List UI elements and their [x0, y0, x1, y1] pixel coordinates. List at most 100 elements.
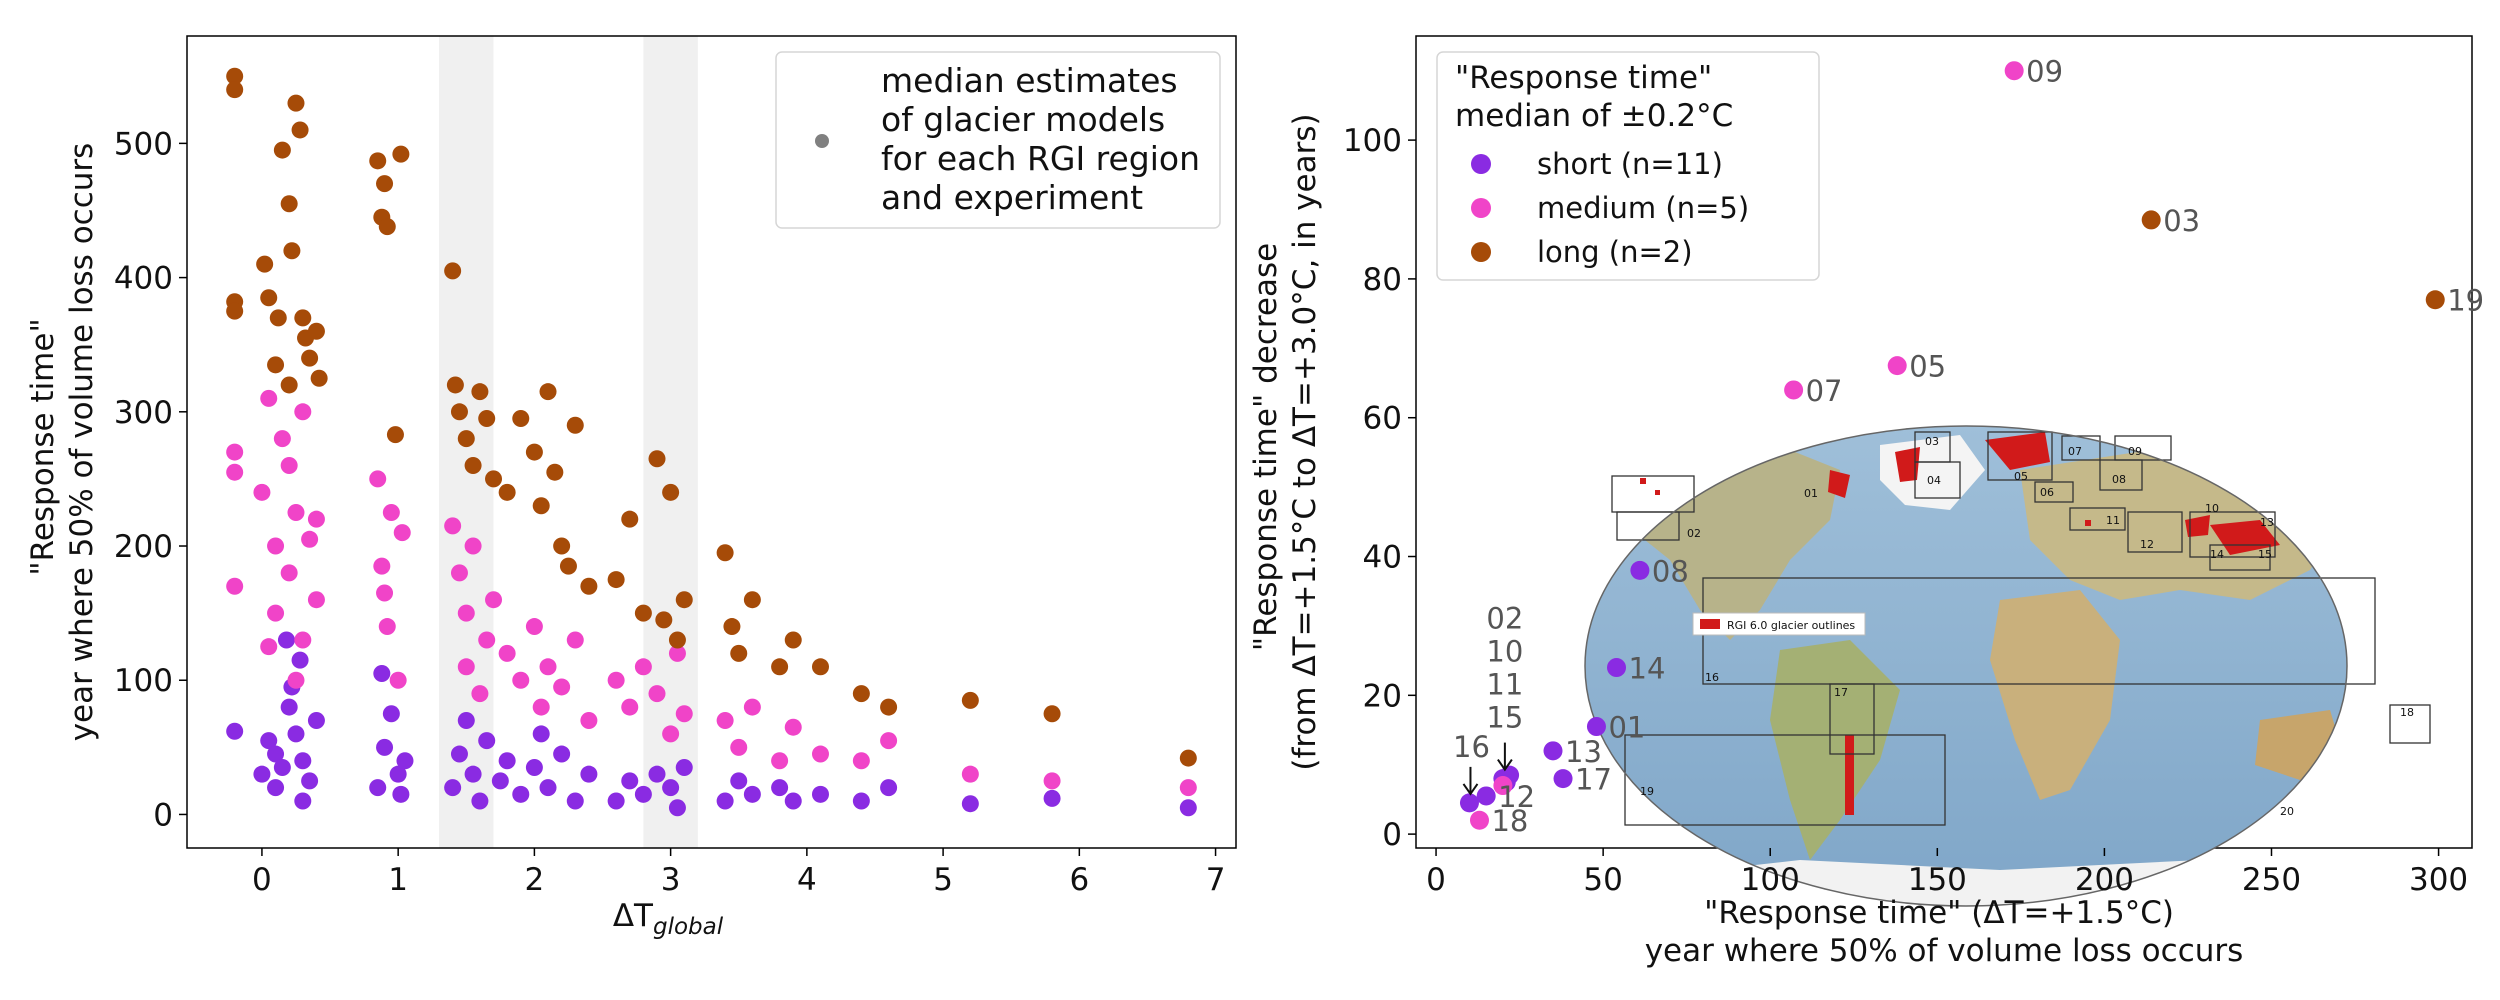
map-legend: RGI 6.0 glacier outlines: [1692, 612, 1866, 636]
inset-world-map: 01 02 03 04 05 06 07 08 09 10 11 12 13 1…: [1584, 425, 2431, 907]
svg-text:02: 02: [1687, 527, 1701, 540]
left-point-long: [730, 644, 748, 662]
left-legend: median estimates of glacier models for e…: [775, 51, 1221, 229]
right-ytick-label: 40: [1363, 540, 1402, 576]
left-point-long: [607, 571, 625, 589]
left-point-short: [852, 792, 870, 810]
region-label-17: 17: [1575, 763, 1612, 797]
svg-text:06: 06: [2040, 486, 2054, 499]
left-point-medium: [648, 685, 666, 703]
left-point-medium: [811, 745, 829, 763]
left-point-long: [553, 537, 571, 555]
left-point-medium: [784, 718, 802, 736]
left-point-short: [961, 795, 979, 813]
left-point-medium: [580, 711, 598, 729]
left-point-short: [716, 792, 734, 810]
left-xtick-label: 7: [1206, 862, 1226, 898]
left-point-medium: [512, 671, 530, 689]
left-xtick-label: 5: [933, 862, 953, 898]
left-point-short: [621, 772, 639, 790]
stacked-label-10: 10: [1486, 635, 1523, 669]
left-point-long: [307, 322, 325, 340]
left-point-long: [655, 611, 673, 629]
left-point-medium: [393, 524, 411, 542]
left-point-long: [546, 463, 564, 481]
right-legend: "Response time" median of ±0.2°C short (…: [1436, 51, 1820, 281]
left-ytick-label: 500: [114, 126, 173, 162]
left-point-short: [382, 705, 400, 723]
left-point-medium: [273, 430, 291, 448]
region-point-07: [1784, 380, 1804, 400]
left-point-long: [283, 242, 301, 260]
left-point-long: [378, 218, 396, 236]
left-point-short: [291, 651, 309, 669]
left-x-axis-label: ΔTglobal: [613, 898, 724, 940]
left-point-medium: [1043, 772, 1061, 790]
left-point-long: [961, 691, 979, 709]
left-point-medium: [260, 638, 278, 656]
left-point-medium: [471, 685, 489, 703]
left-point-long: [634, 604, 652, 622]
left-point-short: [392, 785, 410, 803]
left-point-short: [539, 779, 557, 797]
left-point-short: [730, 772, 748, 790]
left-point-medium: [373, 557, 391, 575]
svg-text:07: 07: [2068, 445, 2082, 458]
left-point-long: [771, 658, 789, 676]
left-point-medium: [464, 537, 482, 555]
svg-text:18: 18: [2400, 706, 2414, 719]
left-point-short: [273, 758, 291, 776]
right-xtick-label: 150: [1908, 862, 1967, 898]
left-point-short: [553, 745, 571, 763]
left-point-long: [226, 81, 244, 99]
svg-text:14: 14: [2210, 548, 2224, 561]
left-legend-text: median estimates of glacier models for e…: [881, 61, 1211, 217]
left-x-ticks: 0 1 2 3 4 5 6 7: [252, 848, 1225, 898]
region-point-13: [1543, 741, 1563, 761]
svg-text:01: 01: [1804, 487, 1818, 500]
left-ytick-label: 100: [114, 663, 173, 699]
left-data-points: [226, 67, 1197, 817]
left-xtick-label: 2: [525, 862, 545, 898]
left-point-long: [566, 416, 584, 434]
map-legend-text: RGI 6.0 glacier outlines: [1727, 619, 1855, 632]
region-label-13: 13: [1565, 735, 1602, 769]
svg-text:04: 04: [1927, 474, 1941, 487]
region-point-19: [2425, 290, 2445, 310]
left-point-medium: [287, 503, 305, 521]
left-point-medium: [634, 658, 652, 676]
left-point-long: [478, 410, 496, 428]
left-point-short: [226, 722, 244, 740]
legend-marker-short: [1471, 154, 1491, 174]
svg-text:19: 19: [1640, 785, 1654, 798]
left-xtick-label: 1: [388, 862, 408, 898]
left-point-short: [471, 792, 489, 810]
left-point-long: [444, 262, 462, 280]
left-point-medium: [369, 470, 387, 488]
left-point-medium: [478, 631, 496, 649]
region-label-08: 08: [1652, 554, 1689, 588]
left-point-short: [662, 779, 680, 797]
left-point-medium: [253, 483, 271, 501]
left-point-short: [675, 758, 693, 776]
left-point-long: [539, 383, 557, 401]
left-point-short: [457, 711, 475, 729]
left-point-short: [369, 779, 387, 797]
left-point-long: [226, 302, 244, 320]
left-point-short: [307, 711, 325, 729]
right-ytick-label: 80: [1363, 262, 1402, 298]
left-point-medium: [1179, 779, 1197, 797]
left-point-medium: [280, 564, 298, 582]
left-point-long: [648, 450, 666, 468]
left-y-ticks: 0 100 200 300 400 500: [114, 126, 187, 833]
left-point-short: [376, 738, 394, 756]
left-point-short: [525, 758, 543, 776]
left-point-short: [478, 732, 496, 750]
left-point-short: [634, 785, 652, 803]
right-xtick-label: 300: [2409, 862, 2468, 898]
left-point-short: [450, 745, 468, 763]
left-point-long: [464, 456, 482, 474]
region-label-14: 14: [1629, 652, 1666, 686]
left-point-long: [716, 544, 734, 562]
svg-text:13: 13: [2260, 516, 2274, 529]
